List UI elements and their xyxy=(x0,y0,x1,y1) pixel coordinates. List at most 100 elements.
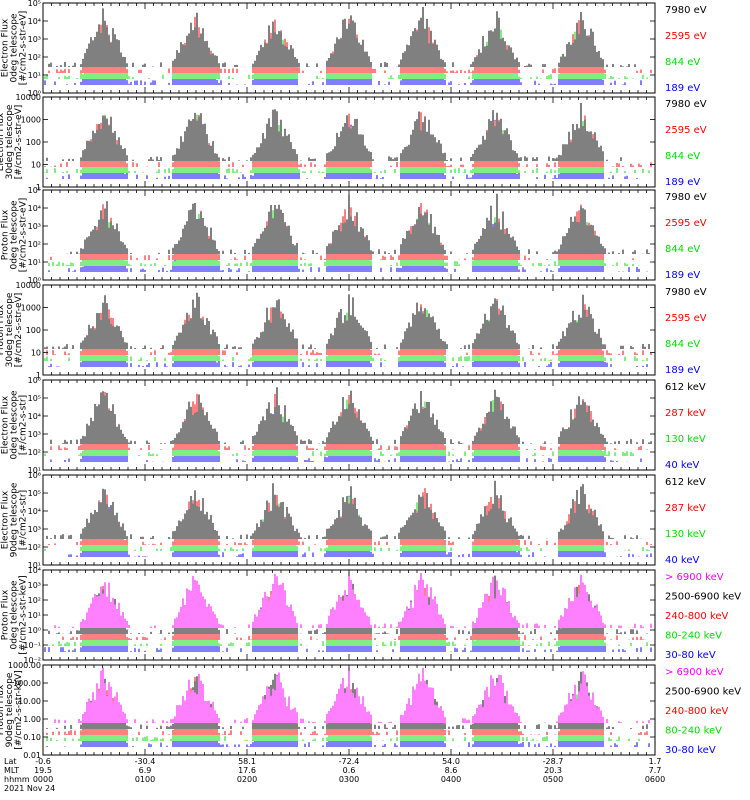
series-612-kev-trace xyxy=(50,387,652,444)
legend-entry: 240-800 keV xyxy=(665,611,729,622)
series-7980-ev-trace xyxy=(44,292,650,349)
y-tick-label: 10¹ xyxy=(28,561,41,570)
panel-4-traces xyxy=(44,292,652,367)
y-tick-label: 10⁻¹ xyxy=(23,641,41,650)
x-tick-label-hhmm: 0300 xyxy=(339,775,359,784)
series-844-ev-trace xyxy=(44,304,648,361)
legend-entry: 612 keV xyxy=(665,477,706,488)
y-tick-label: 10⁰ xyxy=(28,276,41,285)
y-tick-label: 10³ xyxy=(28,35,41,44)
x-tick-label-hhmm: 0200 xyxy=(237,775,257,784)
x-tick-label-lat: -30.4 xyxy=(135,757,156,766)
legend-entry: 844 eV xyxy=(665,244,700,255)
date-label: 2021 Nov 24 xyxy=(4,784,55,793)
x-tick-label-mlt: 6.9 xyxy=(139,766,152,775)
legend-entry: 2595 eV xyxy=(665,313,707,324)
panel-2: 10000 1000 100 10 1 Electron Flux30deg telesc… xyxy=(0,93,707,192)
x-tick-label-lat: -72.4 xyxy=(339,757,360,766)
y-tick-label: 1 xyxy=(36,371,41,380)
y-tick-label: 10¹ xyxy=(28,611,41,620)
y-tick-label: 10² xyxy=(28,448,41,457)
legend-entry: 80-240 keV xyxy=(665,726,722,737)
y-tick-label: 100 xyxy=(26,138,41,147)
y-axis-label: MEPEDElectron Flux90deg telescope[#/cm2-… xyxy=(0,482,29,557)
x-tick-label-lat: 1.7 xyxy=(649,757,662,766)
legend-entry: 2595 eV xyxy=(665,218,707,229)
y-tick-label: 10⁶ xyxy=(28,471,41,480)
legend-entry: 40 keV xyxy=(665,460,699,471)
legend-entry: 287 keV xyxy=(665,408,706,419)
legend-entry: 844 eV xyxy=(665,57,700,68)
panel-1-traces xyxy=(44,7,652,85)
y-axis-label: TEDElectron Flux0deg telescope[#/cm2-s-s… xyxy=(0,11,29,86)
y-tick-label: 10⁻² xyxy=(23,656,41,665)
legend-entry: 2500-6900 keV xyxy=(665,592,741,603)
y-tick-label: 10⁴ xyxy=(28,566,41,575)
y-tick-label: 10⁰ xyxy=(28,626,41,635)
y-tick-label: 100 xyxy=(26,326,41,335)
series-7980-ev-trace xyxy=(46,103,622,161)
series-844-ev-trace xyxy=(44,22,648,79)
y-axis-label: MEPEDElectron Flux0deg telescope[#/cm2-s… xyxy=(0,390,29,460)
x-tick-label-lat: -0.6 xyxy=(35,757,51,766)
y-axis-label: Proton Flux30deg telescope[#/cm2-s-str-e… xyxy=(0,292,24,367)
x-tick-label-lat: -28.7 xyxy=(543,757,564,766)
series-189-ev-trace xyxy=(44,25,642,85)
series-189-ev-trace xyxy=(46,119,638,179)
y-tick-label: 10² xyxy=(28,543,41,552)
panel-8: 1000.00 100.00 10.00 1.00 0.10 0.01 Proton Flu… xyxy=(0,661,741,760)
y-tick-label: 10¹ xyxy=(28,466,41,475)
x-row-label: Lat xyxy=(4,757,17,766)
y-tick-label: 10² xyxy=(28,53,41,62)
legend-entry: 844 eV xyxy=(665,339,700,350)
y-tick-label: 10⁴ xyxy=(28,507,41,516)
legend-entry: 240-800 keV xyxy=(665,706,729,717)
series--6900-kev-trace xyxy=(54,572,652,628)
y-tick-label: 10⁵ xyxy=(28,489,41,498)
y-tick-label: 10⁴ xyxy=(28,412,41,421)
y-tick-label: 1000.00 xyxy=(8,661,41,670)
y-axis-label: MEPEDProton Flux0deg telescope[#/cm2-s-s… xyxy=(0,575,29,654)
y-tick-label: 10⁰ xyxy=(28,89,41,98)
legend-entry: 2500-6900 keV xyxy=(665,687,741,698)
panel-4: 10000 1000 100 10 1 Proton Flux30deg telescop… xyxy=(0,281,707,380)
series-2500-6900-kev-trace xyxy=(48,575,648,634)
panel-3-traces xyxy=(48,193,652,272)
legend-entry: 189 eV xyxy=(665,83,700,94)
x-tick-label-lat: 58.1 xyxy=(238,757,256,766)
legend-entry: 287 keV xyxy=(665,503,706,514)
y-tick-label: 0.01 xyxy=(23,751,41,760)
y-tick-label: 10⁵ xyxy=(28,394,41,403)
y-tick-label: 1.00 xyxy=(23,715,41,724)
y-tick-label: 10³ xyxy=(28,430,41,439)
legend-entry: 7980 eV xyxy=(665,192,707,203)
y-tick-label: 10⁵ xyxy=(28,186,41,195)
legend-entry: 130 keV xyxy=(665,529,706,540)
y-tick-label: 10¹ xyxy=(28,258,41,267)
legend-entry: 2595 eV xyxy=(665,31,707,42)
legend-entry: 612 keV xyxy=(665,382,706,393)
y-axis-label: TEDProton Flux0deg telescope[#/cm2-s-str… xyxy=(0,198,29,273)
x-tick-label-mlt: 20.3 xyxy=(544,766,562,775)
legend-entry: 7980 eV xyxy=(665,5,707,16)
y-axis-label: Proton Flux90deg telescope[#/cm2-s-str-k… xyxy=(0,670,24,749)
series-612-kev-trace xyxy=(46,480,650,539)
legend-entry: 80-240 keV xyxy=(665,631,722,642)
y-tick-label: 10 xyxy=(31,161,41,170)
y-tick-label: 10¹ xyxy=(28,71,41,80)
x-tick-label-mlt: 7.7 xyxy=(649,766,662,775)
panel-3: 10⁵ 10⁴ 10³ 10² 10¹ 10⁰ TEDProton Flux0deg tel… xyxy=(0,186,707,285)
series-7980-ev-trace xyxy=(48,193,650,254)
x-tick-label-hhmm: 0400 xyxy=(441,775,461,784)
series-30-80-kev-trace xyxy=(44,596,652,652)
series-189-ev-trace xyxy=(48,216,648,272)
x-row-label: hhmm xyxy=(4,775,30,784)
x-tick-label-hhmm: 0000 xyxy=(33,775,53,784)
y-tick-label: 10.00 xyxy=(18,697,41,706)
legend-entry: > 6900 keV xyxy=(665,572,724,583)
series-189-ev-trace xyxy=(48,307,648,367)
legend-entry: 30-80 keV xyxy=(665,650,716,661)
series--6900-kev-trace xyxy=(54,667,650,723)
